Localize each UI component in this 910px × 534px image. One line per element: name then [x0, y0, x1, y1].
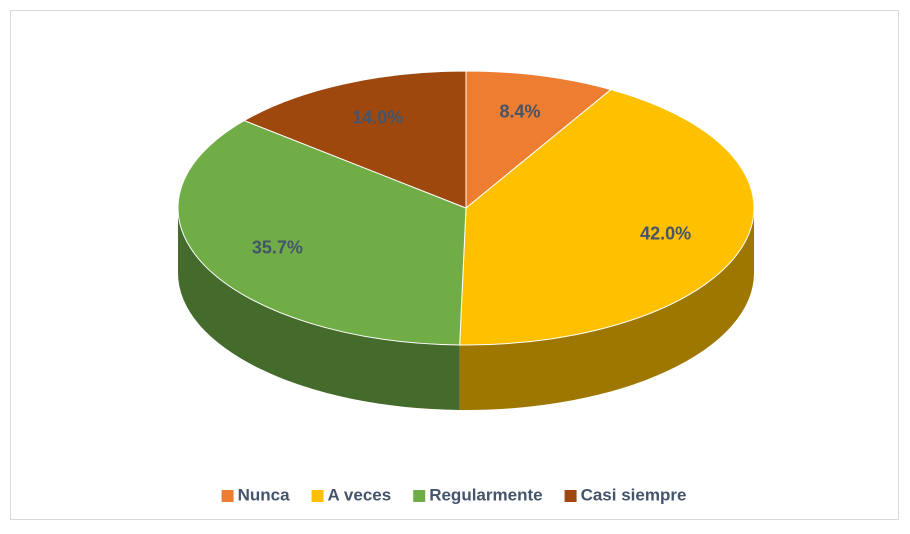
legend-label: Casi siempre: [581, 485, 687, 504]
legend-swatch: [413, 490, 426, 502]
legend: Nunca A veces Regularmente Casi siempre: [221, 485, 687, 504]
slice-side: [178, 208, 460, 410]
slice: [459, 89, 755, 346]
legend-swatch: [221, 490, 234, 502]
legend-label: Nunca: [238, 485, 291, 504]
legend-swatch: [564, 490, 577, 502]
data-labels: 8.4% 42.0% 35.7% 14.0%: [252, 102, 691, 258]
pie-sides: [178, 208, 754, 411]
legend-swatch: [311, 490, 324, 502]
slice-side: [459, 208, 754, 411]
slice: [177, 120, 467, 346]
data-label: 42.0%: [640, 223, 691, 243]
legend-label: A veces: [328, 485, 392, 504]
data-label: 8.4%: [500, 102, 541, 122]
data-label: 35.7%: [252, 238, 303, 258]
slice: [243, 70, 467, 209]
slice: [465, 70, 612, 210]
legend-label: Regularmente: [429, 485, 542, 504]
data-label: 14.0%: [352, 107, 403, 127]
pie-tops: [177, 70, 755, 346]
